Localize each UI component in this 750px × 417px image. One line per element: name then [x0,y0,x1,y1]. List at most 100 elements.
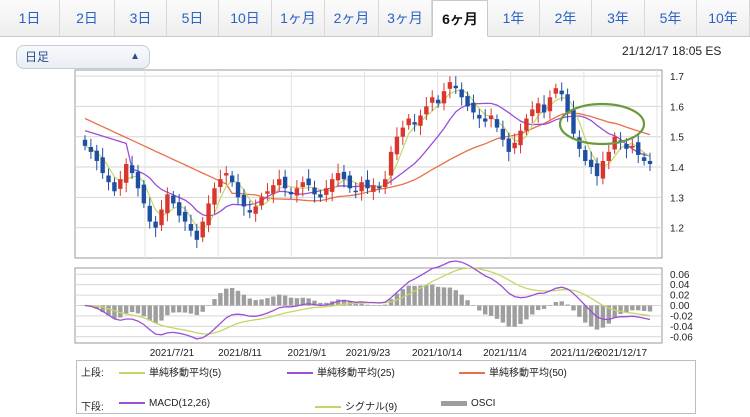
candle-body [636,142,641,155]
legend-upper-row: 上段: 単純移動平均(5) 単純移動平均(25) 単純移動平均(50) [77,361,695,379]
tab-10-days[interactable]: 10日 [219,0,272,36]
candle-body [647,160,653,164]
osci-bar [288,297,294,306]
tab-1-day[interactable]: 1日 [0,0,60,36]
candle-body [194,230,200,240]
osci-bar [600,305,606,328]
osci-bar [382,304,388,306]
osci-swatch [441,400,467,406]
candle-body [553,88,559,94]
tab-2-months[interactable]: 2ヶ月 [325,0,379,36]
osci-bar [530,305,535,315]
ma25-swatch [287,372,313,375]
osci-bar [259,299,264,306]
legend-ma50: 単純移動平均(50) [459,364,567,379]
candle-body [200,221,205,238]
interval-select[interactable]: 日足 ▲ [16,45,150,69]
tab-3-months[interactable]: 3ヶ月 [379,0,432,36]
candle-body [447,82,453,89]
candle-body [123,164,129,183]
osci-bar [118,305,123,318]
y-tick-label: 0.00 [670,301,690,312]
osci-bar [541,305,547,309]
tab-6-months[interactable]: 6ヶ月 [432,0,488,37]
y-tick-label: -0.02 [670,311,693,322]
candle-body [253,206,258,214]
candle-body [306,178,311,186]
osci-bar [535,305,541,311]
osci-bar [341,299,347,306]
osci-bar [324,302,329,306]
candle-body [559,90,564,95]
candle-body [94,150,99,161]
candle-body [459,89,464,98]
osci-bar [147,305,152,321]
osci-bar [253,300,258,306]
updown-chevron-icon: ▲ [130,51,140,62]
tab-2-years[interactable]: 2年 [540,0,592,36]
signal-swatch [315,406,341,409]
tab-5-years[interactable]: 5年 [645,0,697,36]
osci-bar [335,299,341,306]
tab-5-days[interactable]: 5日 [167,0,219,36]
candle-body [271,185,276,194]
osci-bar [641,305,647,311]
legend-signal: シグナル(9) [315,398,397,413]
candle-body [135,171,141,189]
candlestick-frame [74,69,663,259]
x-tick-label: 2021/7/21 [150,348,195,359]
candle-body [388,151,394,176]
osci-bar [565,304,570,306]
candle-body [524,118,529,131]
x-tick-label: 2021/9/1 [288,348,327,359]
y-tick-label: 1.4 [670,163,684,174]
osci-bar [606,305,612,324]
candle-body [118,179,123,189]
y-tick-label: -0.04 [670,322,693,333]
osci-bar [265,298,270,306]
osci-bar [465,300,470,306]
candle-body [106,175,111,183]
osci-bar [106,305,111,316]
candle-body [176,202,182,216]
candle-body [571,110,576,134]
x-tick-label: 2021/12/17 [597,348,647,359]
legend-ma5: 単純移動平均(5) [119,364,221,379]
price-chart: 1.7 1.6 1.5 1.4 1.3 1.2 0.060.040.020.00-0.02… [74,69,693,359]
candle-body [159,209,164,226]
tab-3-days[interactable]: 3日 [115,0,167,36]
osci-bar [212,299,217,306]
candle-body [441,91,447,104]
candle-body [535,103,541,114]
tab-3-years[interactable]: 3年 [592,0,645,36]
candle-body [394,136,400,155]
legend-lower-row: 下段: MACD(12,26) シグナル(9) OSCI [77,395,695,413]
osci-bar [194,305,200,316]
ma50-swatch [459,372,485,375]
candle-body [206,203,211,226]
period-tab-bar: 1日 2日 3日 5日 10日 1ヶ月 2ヶ月 3ヶ月 6ヶ月 1年 2年 3年… [0,0,750,37]
candle-body [182,211,188,222]
osci-bar [453,290,458,306]
macd-panel: 0.060.040.020.00-0.02-0.04-0.06 [74,260,693,344]
tab-1-year[interactable]: 1年 [488,0,540,36]
osci-bar [459,294,464,306]
osci-bar [112,305,117,319]
candle-body [212,188,217,205]
osci-bar [247,298,252,306]
osci-bar [612,305,617,318]
osci-label: OSCI [471,398,496,409]
y-tick-label: 1.6 [670,102,684,113]
osci-bar [359,303,364,306]
candle-body [312,187,317,195]
candle-body [577,137,582,149]
candle-body [147,205,152,222]
osci-bar [477,305,482,311]
candle-body [324,188,329,195]
osci-bar [559,301,564,306]
y-tick-label: 0.06 [670,270,690,281]
osci-bar [553,302,559,306]
candle-body [547,97,553,112]
tab-2-days[interactable]: 2日 [60,0,115,36]
tab-1-month[interactable]: 1ヶ月 [272,0,325,36]
